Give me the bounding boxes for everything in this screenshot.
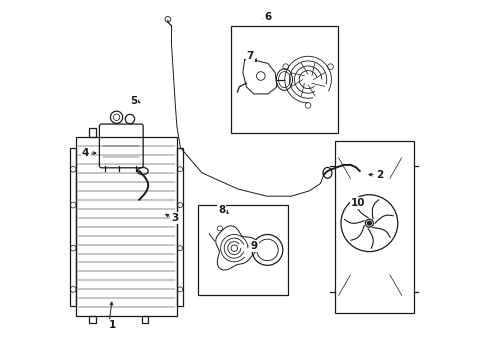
Bar bbox=[89, 128, 97, 137]
Bar bbox=[198, 205, 288, 295]
Circle shape bbox=[368, 222, 371, 225]
Text: 3: 3 bbox=[172, 213, 179, 222]
Text: 4: 4 bbox=[82, 148, 89, 158]
Text: 7: 7 bbox=[246, 51, 254, 61]
Text: 6: 6 bbox=[265, 12, 272, 22]
Text: 2: 2 bbox=[376, 170, 383, 180]
Text: 10: 10 bbox=[351, 198, 365, 208]
Text: 1: 1 bbox=[109, 320, 116, 330]
Bar bbox=[335, 140, 414, 313]
Bar bbox=[76, 137, 177, 316]
Text: 5: 5 bbox=[130, 96, 138, 106]
Bar bbox=[231, 26, 338, 134]
Bar bbox=[89, 316, 97, 323]
Bar bbox=[70, 148, 76, 306]
Text: 9: 9 bbox=[250, 241, 258, 251]
Bar bbox=[177, 148, 183, 306]
Bar bbox=[142, 316, 148, 323]
Text: 8: 8 bbox=[218, 206, 225, 216]
